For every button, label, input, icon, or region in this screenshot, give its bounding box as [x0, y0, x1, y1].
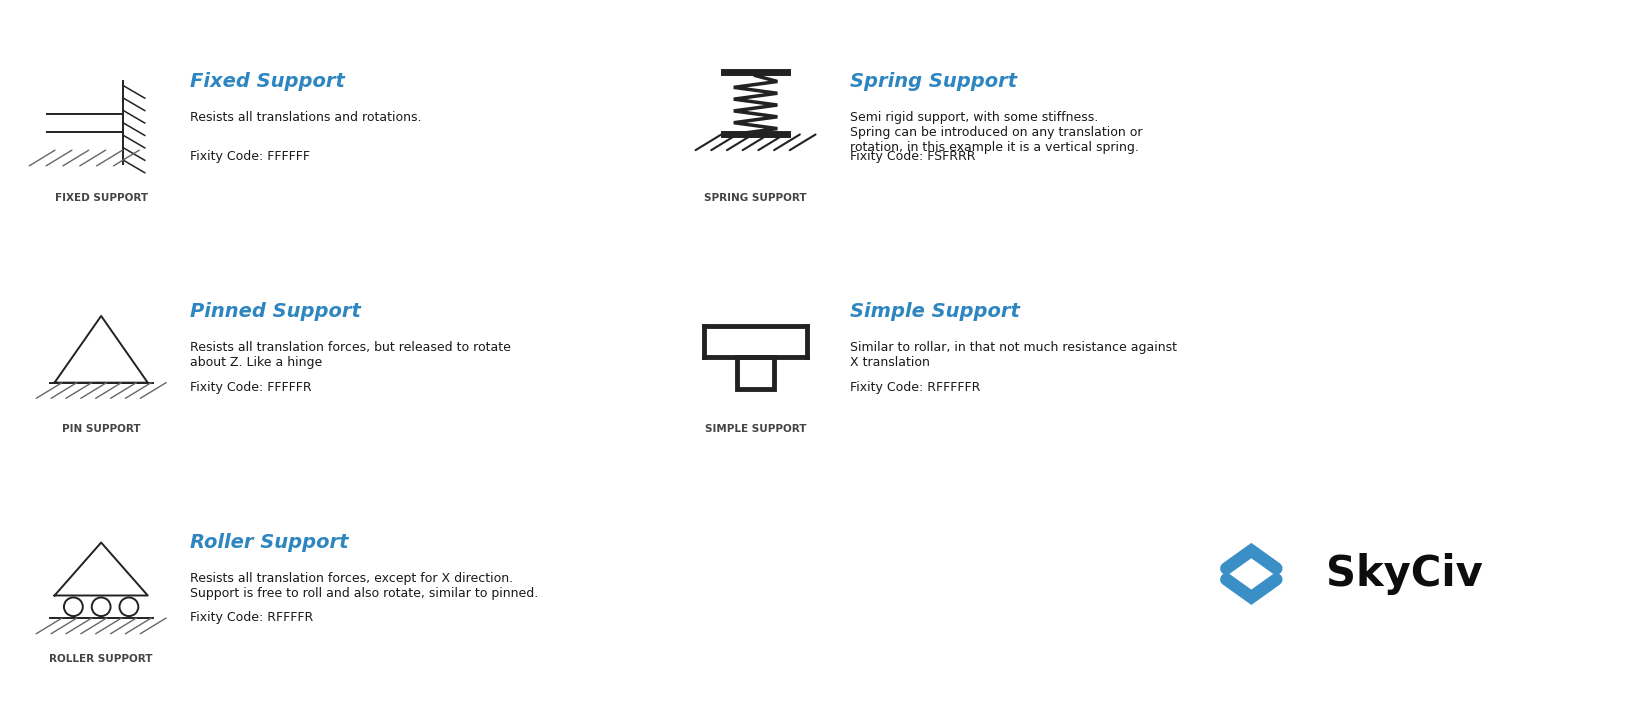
Bar — [737, 357, 775, 389]
Text: Similar to rollar, in that not much resistance against
X translation: Similar to rollar, in that not much resi… — [851, 341, 1177, 369]
Text: FIXED SUPPORT: FIXED SUPPORT — [54, 194, 148, 203]
Text: Fixity Code: FSFRRR: Fixity Code: FSFRRR — [851, 150, 975, 163]
Text: Pinned Support: Pinned Support — [190, 302, 361, 321]
Text: Resists all translations and rotations.: Resists all translations and rotations. — [190, 111, 422, 124]
Text: Fixed Support: Fixed Support — [190, 71, 345, 91]
Text: Fixity Code: FFFFFR: Fixity Code: FFFFFR — [190, 381, 312, 394]
Text: Simple Support: Simple Support — [851, 302, 1020, 321]
Text: Fixity Code: FFFFFF: Fixity Code: FFFFFF — [190, 150, 310, 163]
Text: Roller Support: Roller Support — [190, 533, 348, 552]
Text: SkyCiv: SkyCiv — [1325, 553, 1483, 595]
Text: SPRING SUPPORT: SPRING SUPPORT — [704, 194, 806, 203]
Text: Fixity Code: RFFFFR: Fixity Code: RFFFFR — [190, 612, 314, 624]
Text: ROLLER SUPPORT: ROLLER SUPPORT — [49, 654, 153, 665]
Text: Semi rigid support, with some stiffness.
Spring can be introduced on any transla: Semi rigid support, with some stiffness.… — [851, 111, 1143, 154]
Text: PIN SUPPORT: PIN SUPPORT — [62, 424, 141, 434]
Text: Fixity Code: RFFFFFR: Fixity Code: RFFFFFR — [851, 381, 980, 394]
Text: Resists all translation forces, except for X direction.
Support is free to roll : Resists all translation forces, except f… — [190, 572, 539, 600]
Text: Spring Support: Spring Support — [851, 71, 1016, 91]
Text: Resists all translation forces, but released to rotate
about Z. Like a hinge: Resists all translation forces, but rele… — [190, 341, 511, 369]
Text: SIMPLE SUPPORT: SIMPLE SUPPORT — [704, 424, 806, 434]
